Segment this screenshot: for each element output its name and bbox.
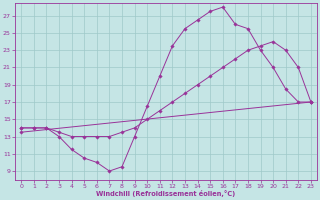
X-axis label: Windchill (Refroidissement éolien,°C): Windchill (Refroidissement éolien,°C) [96, 190, 236, 197]
